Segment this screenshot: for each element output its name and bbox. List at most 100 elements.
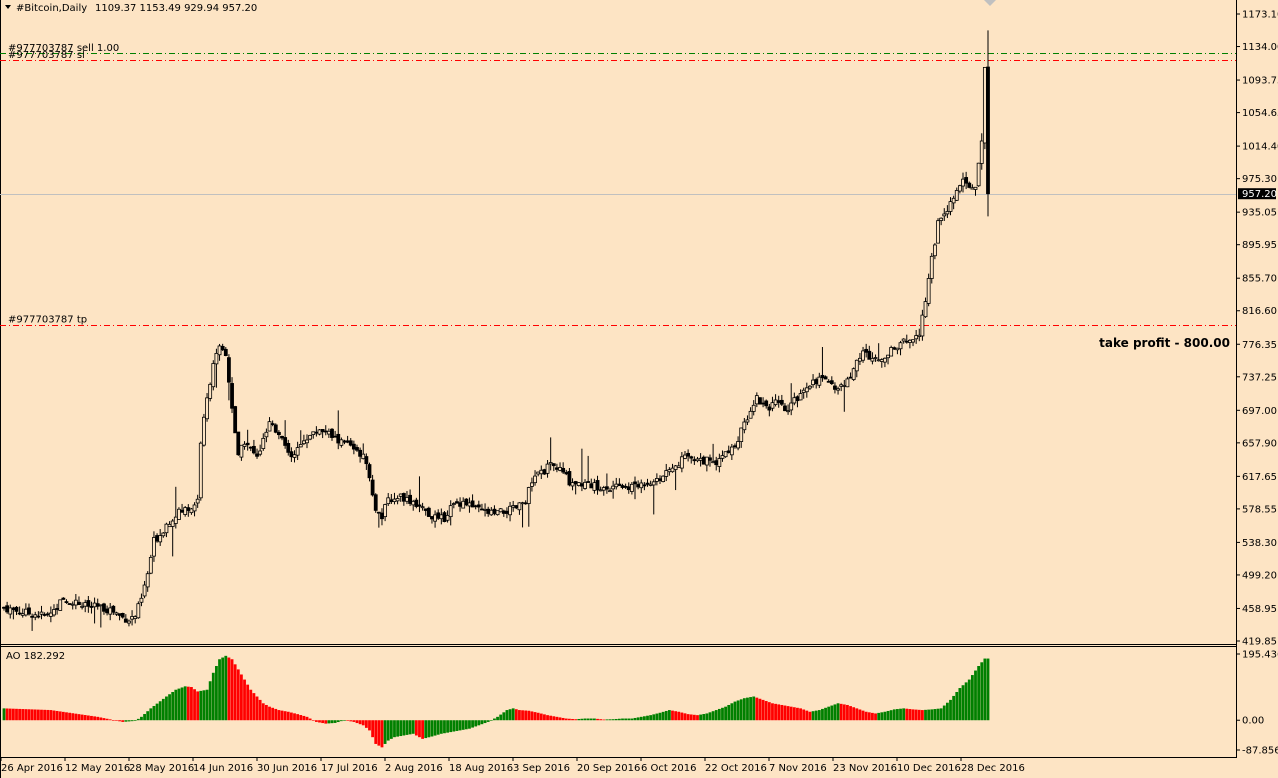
ao-bar [805, 710, 809, 721]
candle-body [20, 613, 25, 616]
candle-body [48, 612, 53, 617]
candle-body [745, 419, 750, 423]
ao-bar [427, 720, 431, 738]
ao-bar [577, 718, 581, 721]
candle-body [848, 376, 853, 379]
time-tick-label: 28 Dec 2016 [961, 763, 1025, 774]
ao-bar [421, 720, 424, 739]
ao-bar [308, 718, 312, 721]
ao-bar [886, 710, 890, 721]
candle-body [833, 385, 837, 390]
ao-bar [786, 706, 790, 721]
ao-bar [736, 700, 740, 721]
candle-body [86, 600, 91, 607]
candle-body [145, 573, 150, 588]
ao-bar [589, 718, 593, 721]
candle-body [183, 507, 188, 515]
ao-bar [924, 709, 927, 721]
candle-body [801, 389, 806, 393]
candle-body [508, 505, 512, 516]
ao-bar [271, 707, 275, 721]
ao-bar [568, 718, 571, 721]
candle-body [739, 427, 744, 442]
ao-bar [689, 714, 693, 721]
candle-body [670, 467, 675, 473]
candle-body [758, 397, 762, 405]
ao-bar [555, 716, 559, 721]
candle-body [592, 482, 597, 491]
ao-bar [439, 720, 443, 734]
candle-body [533, 475, 537, 484]
ao-bar [190, 687, 193, 721]
ao-bar [183, 686, 187, 721]
sell-order-label: #977703787 sell 1.00 [8, 43, 119, 54]
candle-body [695, 458, 700, 462]
candle-body [854, 359, 859, 372]
candle-body [573, 481, 578, 485]
price-axis: 1173.10 1134.00 1093.75 1054.65 1014.40 975.3… [1236, 10, 1278, 648]
candle-body [761, 402, 765, 405]
candle-body [180, 509, 184, 513]
ao-bar [714, 710, 718, 721]
ao-bar [343, 720, 346, 721]
dropdown-triangle-icon[interactable] [5, 5, 11, 9]
candle-body [23, 608, 28, 616]
candle-body [595, 480, 600, 491]
ao-bar [739, 699, 743, 721]
candle-body [964, 177, 969, 184]
candle-body [255, 453, 259, 457]
candle-body [227, 357, 231, 383]
ao-bar [627, 718, 631, 721]
candle-body [686, 452, 691, 457]
ao-bar [374, 720, 378, 744]
ao-bar [799, 708, 802, 721]
candlestick-series [2, 30, 990, 631]
candle-body [95, 603, 100, 607]
price-tick-label: 935.05 [1242, 208, 1277, 219]
candle-body [523, 502, 528, 505]
ao-bar [358, 720, 362, 725]
ao-bar [571, 718, 574, 721]
ao-bar [617, 718, 621, 721]
candle-body [786, 410, 790, 413]
candle-body [164, 523, 169, 534]
ao-bar [746, 697, 749, 721]
time-tick-label: 3 Sep 2016 [513, 763, 570, 774]
ao-bar [661, 711, 665, 721]
ao-bar [299, 715, 303, 721]
ao-bar [811, 711, 815, 721]
ao-bar [102, 718, 106, 721]
ao-bar [224, 655, 228, 721]
candle-body [879, 359, 884, 362]
candle-body [608, 490, 612, 493]
candle-body [648, 483, 653, 486]
candle-body [904, 340, 909, 343]
candle-body [370, 479, 375, 496]
ao-bar [211, 672, 215, 721]
ao-bar [136, 718, 140, 721]
ao-bar [496, 716, 499, 721]
candle-body [623, 485, 628, 488]
ao-bar [586, 718, 590, 721]
ao-bar [511, 708, 515, 721]
candle-body [979, 140, 984, 164]
current-price-label: 957.20 [1242, 189, 1277, 200]
candle-body [242, 443, 247, 447]
ao-bar [767, 702, 771, 721]
candle-body [498, 508, 503, 513]
ao-bar [424, 720, 428, 739]
ao-bar [458, 720, 462, 731]
ao-bar [877, 712, 881, 721]
candle-body [223, 348, 228, 356]
chart-shift-marker-icon[interactable] [984, 0, 996, 6]
candle-body [280, 435, 284, 439]
candle-body [436, 512, 441, 519]
ao-bar [196, 691, 200, 721]
time-tick-label: 28 May 2016 [129, 763, 194, 774]
ao-bar [296, 714, 300, 721]
candle-body [408, 494, 412, 504]
candle-body [604, 486, 609, 490]
candle-body [67, 603, 72, 605]
ao-bar [449, 720, 453, 733]
